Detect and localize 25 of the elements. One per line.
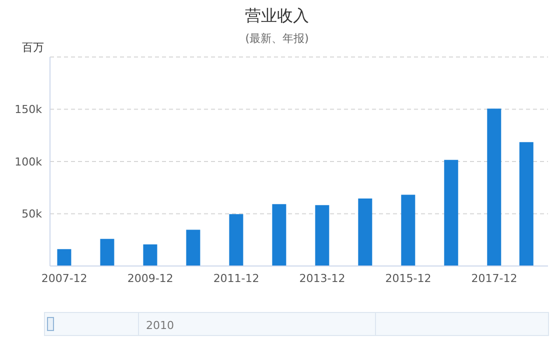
bar xyxy=(315,205,330,266)
bar xyxy=(229,214,244,266)
bar xyxy=(519,142,534,266)
bar xyxy=(358,198,372,266)
bar xyxy=(272,204,286,266)
x-tick-label: 2017-12 xyxy=(471,272,518,285)
bar xyxy=(143,244,158,266)
x-tick-label: 2013-12 xyxy=(299,272,346,285)
bar xyxy=(100,238,114,266)
bar xyxy=(57,249,72,266)
x-tick-label: 2015-12 xyxy=(385,272,432,285)
y-tick-label: 150k xyxy=(14,103,43,116)
bar xyxy=(186,230,200,266)
bar xyxy=(487,108,502,266)
x-tick-label: 2009-12 xyxy=(127,272,174,285)
y-tick-label: 50k xyxy=(22,208,43,221)
y-tick-label: 100k xyxy=(14,155,43,168)
bar xyxy=(401,194,416,266)
bar xyxy=(444,160,458,266)
x-tick-label: 2011-12 xyxy=(213,272,260,285)
chart-subtitle: (最新、年报) xyxy=(245,32,309,45)
y-axis-title: 百万 xyxy=(22,41,44,54)
text: 2010 xyxy=(146,319,174,332)
chart-title: 营业收入 xyxy=(245,6,309,25)
x-tick-label: 2007-12 xyxy=(41,272,88,285)
